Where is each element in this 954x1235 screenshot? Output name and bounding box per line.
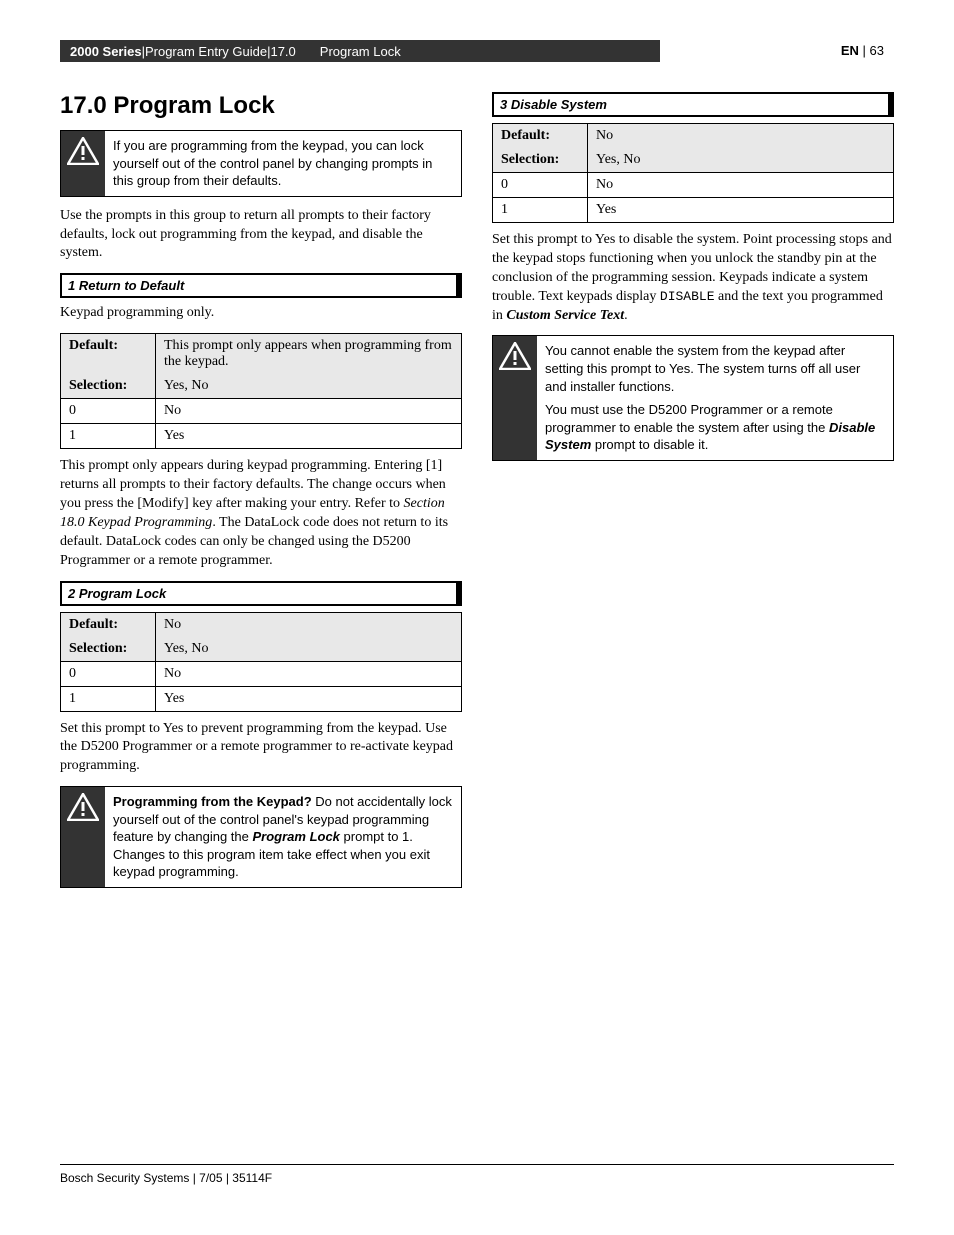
option-key: 0 xyxy=(61,661,156,686)
table-row: Selection: Yes, No xyxy=(61,637,462,662)
table-row: 0 No xyxy=(61,399,462,424)
header-section-title: Program Lock xyxy=(320,44,401,59)
table-row: Default: No xyxy=(493,124,894,149)
table-row: Default: This prompt only appears when p… xyxy=(61,334,462,375)
table-row: 1 Yes xyxy=(493,198,894,223)
header-section-num: 17.0 xyxy=(270,44,295,59)
section-header: 3 Disable System xyxy=(492,92,894,117)
selection-value: Yes, No xyxy=(588,148,894,173)
warning-lead: Programming from the Keypad? xyxy=(113,794,312,809)
warning-icon xyxy=(67,137,99,165)
default-label: Default: xyxy=(61,612,156,637)
default-value: No xyxy=(156,612,462,637)
option-key: 1 xyxy=(61,686,156,711)
warning-bold-term: Program Lock xyxy=(253,829,340,844)
selection-value: Yes, No xyxy=(156,637,462,662)
option-key: 0 xyxy=(493,173,588,198)
bold-term: Custom Service Text xyxy=(506,308,624,323)
default-value: This prompt only appears when programmin… xyxy=(156,334,462,375)
param-table: Default: This prompt only appears when p… xyxy=(60,333,462,449)
warning-box: Programming from the Keypad? Do not acci… xyxy=(60,786,462,888)
left-column: 17.0 Program Lock If you are programming… xyxy=(60,92,462,898)
option-val: Yes xyxy=(588,198,894,223)
text-run: prompt to disable it. xyxy=(591,437,708,452)
selection-label: Selection: xyxy=(61,637,156,662)
header-page-sep: | xyxy=(863,43,870,58)
default-value: No xyxy=(588,124,894,149)
page-title: 17.0 Program Lock xyxy=(60,92,462,120)
warning-icon xyxy=(499,342,531,370)
param-table: Default: No Selection: Yes, No 0 No 1 Ye… xyxy=(60,612,462,712)
intro-text: Use the prompts in this group to return … xyxy=(60,207,462,264)
option-key: 0 xyxy=(61,399,156,424)
header-right: EN | 63 xyxy=(841,43,884,58)
page-header: 2000 Series | Program Entry Guide | 17.0… xyxy=(60,40,894,62)
section-header: 1 Return to Default xyxy=(60,273,462,298)
option-val: No xyxy=(156,399,462,424)
section-body: Set this prompt to Yes to prevent progra… xyxy=(60,720,462,777)
mono-term: DISABLE xyxy=(660,289,715,304)
selection-value: Yes, No xyxy=(156,374,462,399)
selection-label: Selection: xyxy=(61,374,156,399)
default-label: Default: xyxy=(61,334,156,375)
option-val: Yes xyxy=(156,686,462,711)
option-val: No xyxy=(588,173,894,198)
warning-text: If you are programming from the keypad, … xyxy=(105,131,461,196)
option-val: No xyxy=(156,661,462,686)
right-column: 3 Disable System Default: No Selection: … xyxy=(492,92,894,898)
table-row: 0 No xyxy=(493,173,894,198)
option-val: Yes xyxy=(156,424,462,449)
warning-icon-cell xyxy=(493,336,537,459)
warning-icon-cell xyxy=(61,131,105,196)
header-series: 2000 Series xyxy=(70,44,142,59)
content-columns: 17.0 Program Lock If you are programming… xyxy=(60,92,894,898)
section-body: This prompt only appears during keypad p… xyxy=(60,457,462,570)
option-key: 1 xyxy=(61,424,156,449)
table-row: Default: No xyxy=(61,612,462,637)
table-row: 1 Yes xyxy=(61,424,462,449)
default-label: Default: xyxy=(493,124,588,149)
page-footer: Bosch Security Systems | 7/05 | 35114F xyxy=(60,1164,894,1185)
section-note: Keypad programming only. xyxy=(60,304,462,323)
warning-icon-cell xyxy=(61,787,105,887)
header-guide: Program Entry Guide xyxy=(145,44,267,59)
param-table: Default: No Selection: Yes, No 0 No 1 Ye… xyxy=(492,123,894,223)
header-page-num: 63 xyxy=(870,43,884,58)
page: 2000 Series | Program Entry Guide | 17.0… xyxy=(0,0,954,1235)
text-run: This prompt only appears during keypad p… xyxy=(60,458,446,511)
warning-paragraph: You must use the D5200 Programmer or a r… xyxy=(545,401,885,454)
table-row: Selection: Yes, No xyxy=(61,374,462,399)
text-run: . xyxy=(624,308,628,323)
warning-text: Programming from the Keypad? Do not acci… xyxy=(105,787,461,887)
text-run: You must use the D5200 Programmer or a r… xyxy=(545,402,833,435)
option-key: 1 xyxy=(493,198,588,223)
section-body: Set this prompt to Yes to disable the sy… xyxy=(492,231,894,325)
table-row: 0 No xyxy=(61,661,462,686)
warning-paragraph: You cannot enable the system from the ke… xyxy=(545,342,885,395)
selection-label: Selection: xyxy=(493,148,588,173)
table-row: Selection: Yes, No xyxy=(493,148,894,173)
warning-icon xyxy=(67,793,99,821)
warning-text: You cannot enable the system from the ke… xyxy=(537,336,893,459)
section-header: 2 Program Lock xyxy=(60,581,462,606)
table-row: 1 Yes xyxy=(61,686,462,711)
warning-box: If you are programming from the keypad, … xyxy=(60,130,462,197)
warning-box: You cannot enable the system from the ke… xyxy=(492,335,894,460)
header-dark-strip: 2000 Series | Program Entry Guide | 17.0… xyxy=(60,40,660,62)
header-lang: EN xyxy=(841,43,859,58)
